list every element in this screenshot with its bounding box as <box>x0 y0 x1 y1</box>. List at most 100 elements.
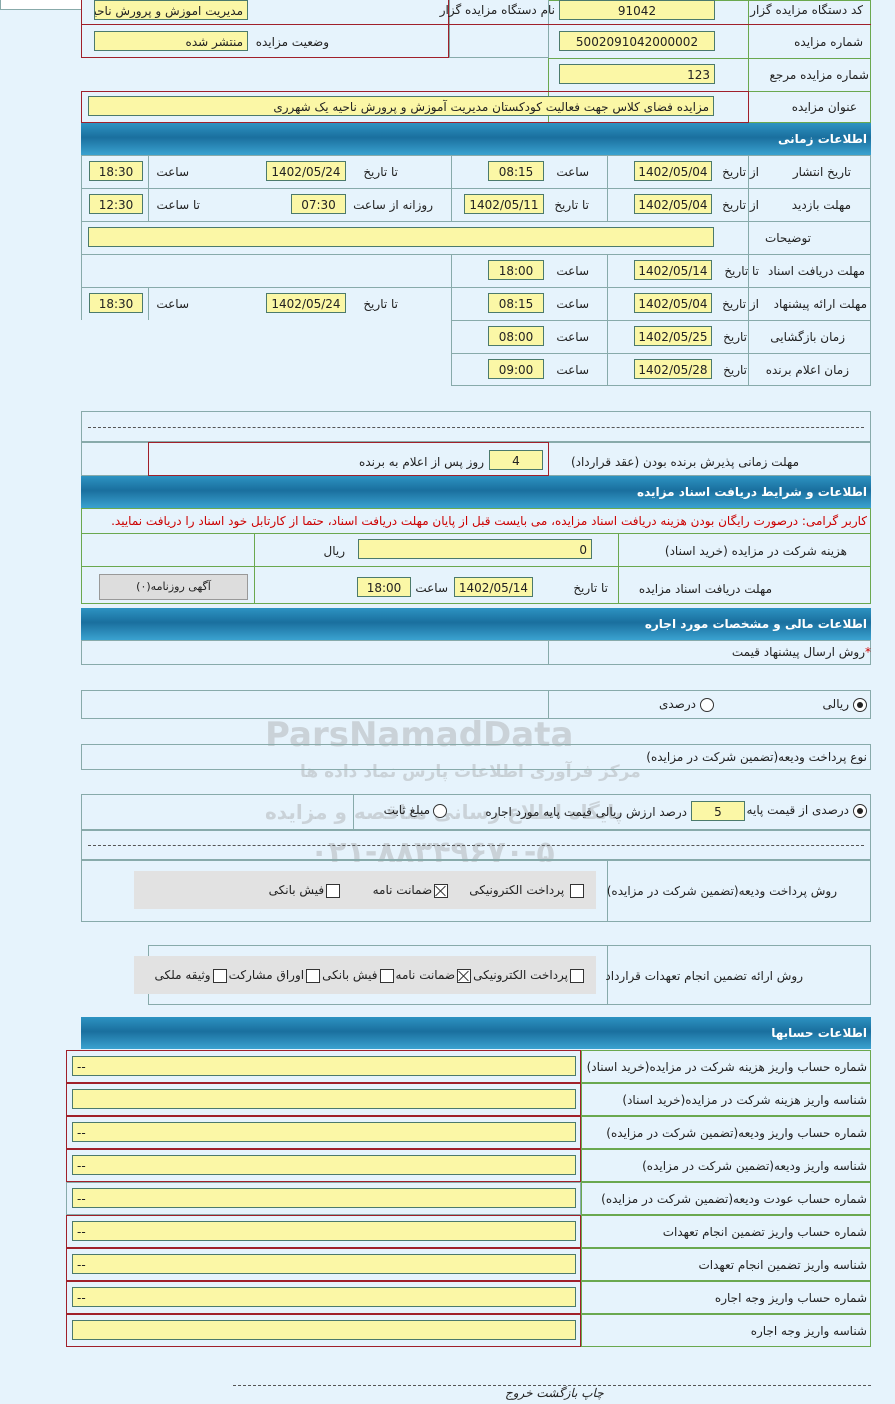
newspaper-ad-button[interactable]: آگهی روزنامه(۰) <box>99 574 248 600</box>
watermark: ParsNamadData <box>265 715 574 755</box>
publish-label: تاریخ انتشار <box>792 165 851 179</box>
publish-to-label: تا تاریخ <box>363 165 398 179</box>
deposit-percent-row <box>81 794 871 830</box>
account-row-label: شماره حساب واریز وجه اجاره <box>714 1291 867 1305</box>
guarantee-letter[interactable]: ضمانت نامه <box>396 968 474 983</box>
checkbox[interactable] <box>212 968 227 983</box>
notes-field <box>88 227 714 247</box>
account-value-cell <box>66 1083 581 1116</box>
offer-from-label: از تاریخ <box>722 297 759 311</box>
title-cell <box>81 91 749 123</box>
general-labels <box>748 0 871 123</box>
spacer-row <box>81 411 871 442</box>
account-label-cell <box>581 1248 871 1281</box>
accounts-header: اطلاعات حسابها <box>81 1017 871 1049</box>
account-row-label: شناسه واریز تضمین انجام تعهدات <box>698 1258 868 1272</box>
checkbox[interactable] <box>326 883 341 898</box>
opening-time-label: ساعت <box>556 330 589 344</box>
checkbox-checked[interactable] <box>457 968 472 983</box>
fee-field: 0 <box>358 539 592 559</box>
account-row-label: شماره حساب واریز تضمین انجام تعهدات <box>662 1225 867 1239</box>
checkbox[interactable] <box>306 968 321 983</box>
publish-time-field: 08:15 <box>488 161 544 181</box>
docs-time-label: ساعت <box>556 264 589 278</box>
checkbox[interactable] <box>570 968 584 983</box>
back-link[interactable]: بازگشت <box>536 1386 578 1400</box>
account-row-field: -- <box>72 1188 576 1208</box>
account-value-cell <box>66 1182 581 1215</box>
finance-header: اطلاعات مالی و مشخصات مورد اجاره <box>81 608 871 640</box>
docs-time2-label: ساعت <box>415 581 448 595</box>
account-row-field: -- <box>72 1056 576 1076</box>
account-value-cell <box>66 1116 581 1149</box>
time-table <box>81 155 871 386</box>
publish-to-field: 1402/05/24 <box>266 161 346 181</box>
docs-time2-field: 18:00 <box>357 577 411 597</box>
account-label-cell <box>581 1182 871 1215</box>
guarantee-bank-slip[interactable]: فیش بانکی <box>322 968 395 983</box>
visit-daily-label: روزانه از ساعت <box>353 198 433 212</box>
account-row-label: شماره حساب عودت ودیعه(تضمین شرکت در مزای… <box>601 1192 867 1206</box>
winner-time-label: ساعت <box>556 363 589 377</box>
publish-time2-label: ساعت <box>156 165 189 179</box>
account-row-field: -- <box>72 1287 576 1307</box>
deposit-percent-radio[interactable] <box>853 804 867 818</box>
visit-from-label: از تاریخ <box>722 198 759 212</box>
status-label: وضعیت مزایده <box>255 35 329 49</box>
account-label-cell <box>581 1050 871 1083</box>
account-row-field <box>72 1089 576 1109</box>
print-link[interactable]: چاپ <box>581 1386 604 1400</box>
deposit-method-guarantee[interactable]: ضمانت نامه <box>373 883 451 898</box>
method-row <box>81 640 871 665</box>
ref-no-label: شماره مزایده مرجع <box>769 68 869 82</box>
account-row-field: -- <box>72 1122 576 1142</box>
org-code-field: 91042 <box>559 0 715 20</box>
visit-label: مهلت بازدید <box>791 198 851 212</box>
account-value-cell <box>66 1281 581 1314</box>
visit-to-field: 1402/05/11 <box>464 194 544 214</box>
account-value-cell <box>66 1149 581 1182</box>
auction-no-field: 5002091042000002 <box>559 31 715 51</box>
checkbox-checked[interactable] <box>434 883 449 898</box>
docs-deadline2-label: مهلت دریافت اسناد مزایده <box>638 582 772 596</box>
deposit-type-row <box>81 744 871 770</box>
docs-to2-field: 1402/05/14 <box>454 577 533 597</box>
winner-label: زمان اعلام برنده <box>765 363 849 377</box>
account-row-label: شناسه واریز هزینه شرکت در مزایده(خرید اس… <box>622 1093 867 1107</box>
offer-to-field: 1402/05/24 <box>266 293 346 313</box>
offer-label: مهلت ارائه پیشنهاد <box>773 297 867 311</box>
winner-time-field: 09:00 <box>488 359 544 379</box>
fee-label: هزینه شرکت در مزایده (خرید اسناد) <box>664 544 847 558</box>
visit-to-label: تا تاریخ <box>554 198 589 212</box>
ref-no-field: 123 <box>559 64 715 84</box>
offer-time-label: ساعت <box>556 297 589 311</box>
radio-row <box>81 690 871 719</box>
footer-links: چاپ بازگشت خروج <box>505 1386 604 1400</box>
org-name-field: مدیریت اموزش و پرورش ناحیه <box>94 0 248 20</box>
fixed-amount-radio[interactable] <box>433 804 447 818</box>
accept-days-field: 4 <box>489 450 543 470</box>
offer-from-field: 1402/05/04 <box>634 293 712 313</box>
percent-radio[interactable] <box>700 698 714 712</box>
title-label: عنوان مزایده <box>791 100 857 114</box>
docs-to-label: تا تاریخ <box>724 264 759 278</box>
guarantee-property[interactable]: وثیقه ملکی <box>155 968 229 983</box>
checkbox[interactable] <box>570 883 584 898</box>
guarantee-methods-group: پرداخت الکترونیکیضمانت نامهفیش بانکیاورا… <box>134 956 596 994</box>
checkbox[interactable] <box>379 968 394 983</box>
visit-until-label: تا ساعت <box>156 198 200 212</box>
deposit-method-electronic[interactable]: پرداخت الکترونیکی <box>469 883 586 898</box>
docs-to2-label: تا تاریخ <box>573 581 608 595</box>
docs-notice: کاربر گرامی: درصورت رایگان بودن هزینه در… <box>111 514 867 528</box>
rial-radio[interactable] <box>853 698 867 712</box>
offer-time-field: 08:15 <box>488 293 544 313</box>
exit-link[interactable]: خروج <box>505 1386 533 1400</box>
guarantee-bonds[interactable]: اوراق مشارکت <box>229 968 322 983</box>
account-row-label: شماره حساب واریز هزینه شرکت در مزایده(خر… <box>586 1060 867 1074</box>
deposit-method-bank-slip[interactable]: فیش بانکی <box>269 883 342 898</box>
account-value-cell <box>66 1050 581 1083</box>
account-row-field: -- <box>72 1254 576 1274</box>
auction-no-label: شماره مزایده <box>794 35 863 49</box>
guarantee-electronic[interactable]: پرداخت الکترونیکی <box>473 968 586 983</box>
account-label-cell <box>581 1149 871 1182</box>
